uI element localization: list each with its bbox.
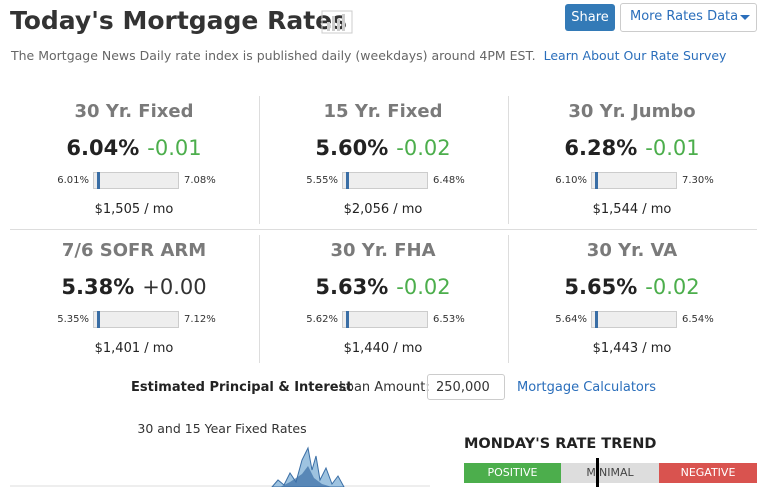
range-high: 6.54% bbox=[682, 314, 714, 325]
range-bar bbox=[342, 311, 428, 328]
payment: $1,544 / mo bbox=[592, 202, 672, 217]
range-low: 6.01% bbox=[57, 175, 89, 186]
rate-name: 15 Yr. Fixed bbox=[323, 101, 443, 122]
range-low: 6.10% bbox=[555, 175, 587, 186]
rate-line: 6.28% -0.01 bbox=[508, 136, 756, 160]
range-high: 6.53% bbox=[433, 314, 465, 325]
payment: $1,443 / mo bbox=[592, 341, 672, 356]
range-low: 5.64% bbox=[555, 314, 587, 325]
trend-minimal: MINIMAL bbox=[561, 463, 659, 483]
rate-name: 30 Yr. Fixed bbox=[74, 101, 194, 122]
divider bbox=[259, 235, 260, 363]
subtitle-text: The Mortgage News Daily rate index is pu… bbox=[11, 48, 536, 63]
range-marker bbox=[346, 172, 349, 189]
rate-change: -0.02 bbox=[645, 275, 700, 299]
rate-value: 5.38% bbox=[61, 275, 135, 299]
rate-line: 6.04% -0.01 bbox=[10, 136, 258, 160]
payment: $1,401 / mo bbox=[94, 341, 174, 356]
trend-marker bbox=[596, 458, 599, 487]
more-rates-button[interactable]: More Rates Data bbox=[620, 3, 757, 32]
range-high: 7.08% bbox=[184, 175, 216, 186]
range-bar bbox=[591, 172, 677, 189]
divider bbox=[259, 96, 260, 224]
rate-change: +0.00 bbox=[142, 275, 207, 299]
rate-value: 6.28% bbox=[564, 136, 638, 160]
rate-value: 5.63% bbox=[315, 275, 389, 299]
divider bbox=[10, 229, 757, 230]
divider bbox=[508, 235, 509, 363]
survey-link[interactable]: Learn About Our Rate Survey bbox=[543, 48, 727, 63]
rate-line: 5.60% -0.02 bbox=[259, 136, 507, 160]
rate-line: 5.63% -0.02 bbox=[259, 275, 507, 299]
rate-change: -0.01 bbox=[645, 136, 700, 160]
rate-change: -0.02 bbox=[396, 136, 451, 160]
chart-area bbox=[280, 466, 332, 487]
trend-title: MONDAY'S RATE TREND bbox=[464, 436, 657, 452]
range-marker bbox=[595, 172, 598, 189]
rate-name: 30 Yr. VA bbox=[586, 240, 678, 261]
subtitle: The Mortgage News Daily rate index is pu… bbox=[11, 48, 726, 63]
range-marker bbox=[595, 311, 598, 328]
page-title: Today's Mortgage Rates bbox=[10, 6, 347, 35]
rate-value: 5.65% bbox=[564, 275, 638, 299]
rate-value: 5.60% bbox=[315, 136, 389, 160]
loan-label: Loan Amount: bbox=[339, 380, 430, 395]
rate-name: 30 Yr. Jumbo bbox=[568, 101, 696, 122]
share-button[interactable]: Share bbox=[565, 4, 615, 31]
payment: $1,505 / mo bbox=[94, 202, 174, 217]
rate-change: -0.02 bbox=[396, 275, 451, 299]
rate-change: -0.01 bbox=[147, 136, 202, 160]
rate-name: 30 Yr. FHA bbox=[330, 240, 436, 261]
range-high: 7.12% bbox=[184, 314, 216, 325]
divider bbox=[508, 96, 509, 224]
rate-chart bbox=[10, 446, 430, 487]
payment: $2,056 / mo bbox=[343, 202, 423, 217]
rate-name: 7/6 SOFR ARM bbox=[61, 240, 207, 261]
chart-title: 30 and 15 Year Fixed Rates bbox=[137, 421, 307, 436]
range-low: 5.35% bbox=[57, 314, 89, 325]
rate-line: 5.38% +0.00 bbox=[10, 275, 258, 299]
range-marker bbox=[346, 311, 349, 328]
calc-label: Estimated Principal & Interest bbox=[131, 380, 353, 395]
range-high: 6.48% bbox=[433, 175, 465, 186]
trend-positive: POSITIVE bbox=[464, 463, 561, 483]
chart-icon bbox=[321, 10, 353, 34]
range-bar bbox=[342, 172, 428, 189]
trend-negative: NEGATIVE bbox=[659, 463, 757, 483]
caret bbox=[740, 15, 750, 25]
calculators-link[interactable]: Mortgage Calculators bbox=[517, 380, 657, 395]
loan-input[interactable]: 250,000 bbox=[427, 374, 505, 400]
more-rates-label: More Rates Data bbox=[630, 9, 739, 24]
range-high: 7.30% bbox=[682, 175, 714, 186]
payment: $1,440 / mo bbox=[343, 341, 423, 356]
range-bar bbox=[93, 311, 179, 328]
range-marker bbox=[97, 172, 100, 189]
range-low: 5.55% bbox=[306, 175, 338, 186]
range-bar bbox=[591, 311, 677, 328]
rate-line: 5.65% -0.02 bbox=[508, 275, 756, 299]
range-bar bbox=[93, 172, 179, 189]
rate-value: 6.04% bbox=[66, 136, 140, 160]
range-low: 5.62% bbox=[306, 314, 338, 325]
range-marker bbox=[97, 311, 100, 328]
